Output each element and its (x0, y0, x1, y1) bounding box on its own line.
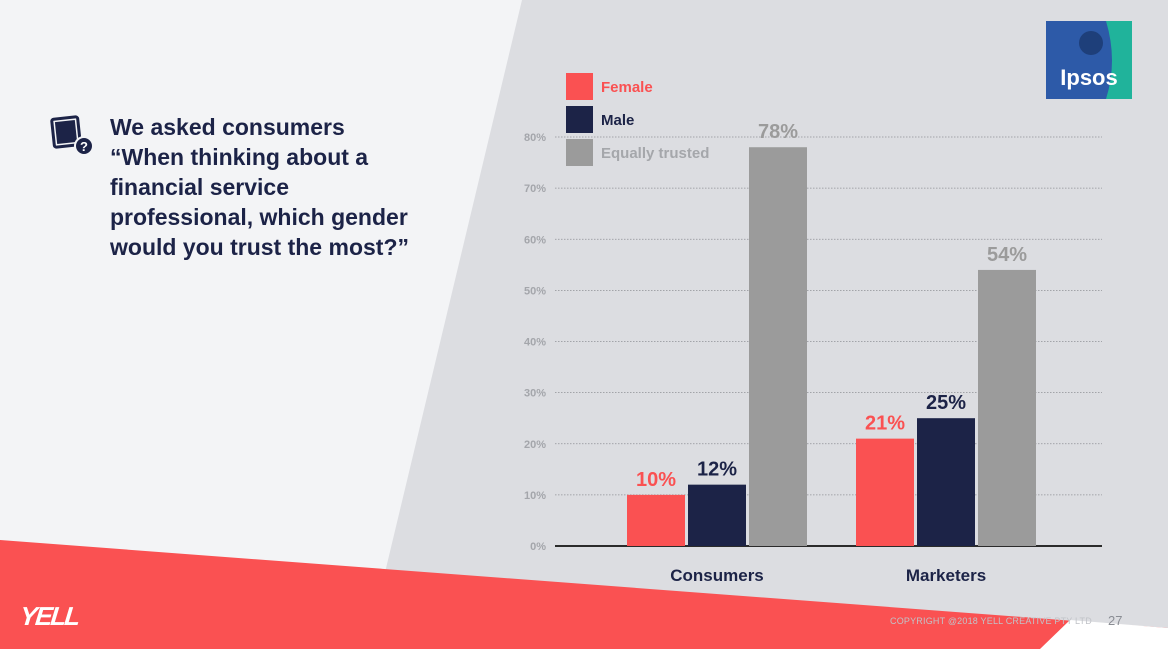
ipsos-logo: Ipsos (1046, 21, 1132, 99)
category-label-consumers: Consumers (670, 566, 764, 585)
svg-text:?: ? (80, 139, 88, 154)
category-label-marketers: Marketers (906, 566, 986, 585)
y-tick-label: 30% (524, 388, 546, 400)
y-tick-label: 20% (524, 439, 546, 451)
ipsos-head-icon (1079, 31, 1103, 55)
question-line-4: professional, which gender (110, 204, 408, 230)
bar-female-marketers (856, 438, 914, 546)
bottom-red-band (0, 540, 1168, 649)
y-tick-label: 70% (524, 183, 546, 195)
y-tick-label: 10% (524, 490, 546, 502)
data-label-female-marketers: 21% (865, 413, 905, 435)
y-tick-label: 60% (524, 234, 546, 246)
y-tick-label: 40% (524, 337, 546, 349)
data-label-male-consumers: 12% (697, 459, 737, 481)
y-tick-label: 80% (524, 132, 546, 144)
chart-category-labels: Consumers Marketers (670, 566, 986, 585)
bar-male-consumers (688, 484, 746, 546)
copyright-text: COPYRIGHT @2018 YELL CREATIVE PTY LTD (890, 616, 1092, 626)
legend-label-male: Male (601, 112, 634, 129)
chart-legend: Female Male Equally trusted (566, 73, 709, 166)
y-tick-label: 0% (530, 541, 546, 553)
page-number: 27 (1108, 613, 1123, 628)
legend-swatch-equal (566, 139, 593, 166)
y-tick-label: 50% (524, 285, 546, 297)
bottom-white-strip (1040, 620, 1168, 649)
data-label-female-consumers: 10% (636, 469, 676, 491)
legend-label-female: Female (601, 79, 653, 96)
legend-label-equal: Equally trusted (601, 145, 709, 162)
survey-question: We asked consumers “When thinking about … (110, 112, 460, 262)
bar-male-marketers (917, 418, 975, 546)
question-card-icon: ? (50, 115, 94, 156)
chart-data-labels: 10% 12% 78% 21% 25% 54% (636, 121, 1027, 491)
chart-bars (627, 147, 1036, 546)
legend-swatch-female (566, 73, 593, 100)
data-label-equal-consumers: 78% (758, 121, 798, 143)
legend-swatch-male (566, 106, 593, 133)
bar-equal-marketers (978, 269, 1036, 546)
question-line-5: would you trust the most?” (110, 234, 409, 260)
data-label-male-marketers: 25% (926, 392, 966, 414)
question-line-1: We asked consumers (110, 114, 345, 140)
bar-female-consumers (627, 494, 685, 546)
question-line-2: “When thinking about a (110, 144, 369, 170)
bar-equal-consumers (749, 147, 807, 546)
question-line-3: financial service (110, 174, 289, 200)
ipsos-logo-text: Ipsos (1060, 65, 1117, 90)
yell-logo: YELL (18, 601, 81, 631)
data-label-equal-marketers: 54% (987, 244, 1027, 266)
chart-grid: 0% 10% 20% 30% 40% 50% 60% 70% 80% (524, 132, 1102, 553)
left-light-panel (0, 0, 522, 585)
